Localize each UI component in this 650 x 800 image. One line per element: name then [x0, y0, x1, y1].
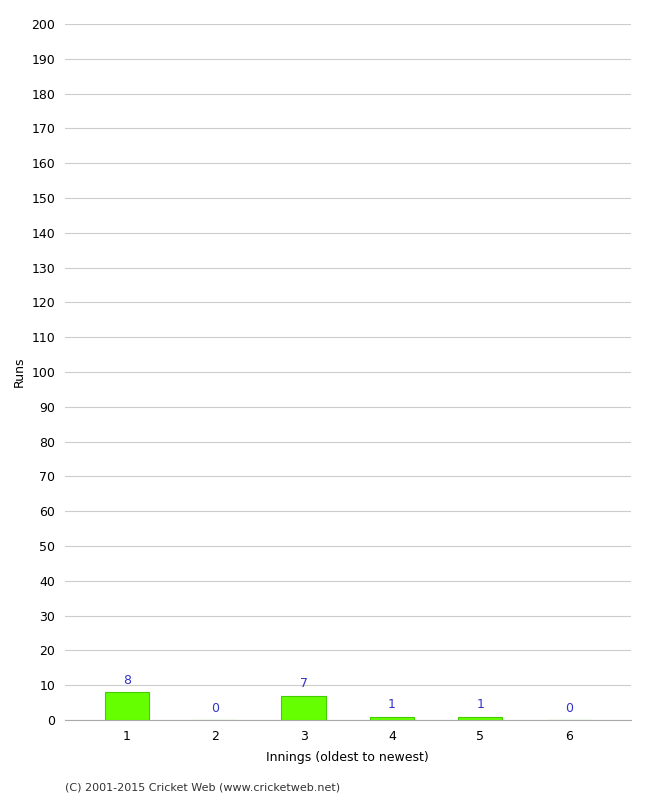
Bar — [370, 717, 414, 720]
Bar — [281, 696, 326, 720]
Y-axis label: Runs: Runs — [13, 357, 26, 387]
Text: 7: 7 — [300, 678, 307, 690]
Text: 8: 8 — [123, 674, 131, 687]
Bar — [458, 717, 502, 720]
Text: 0: 0 — [565, 702, 573, 714]
Bar — [105, 692, 149, 720]
Text: 1: 1 — [476, 698, 484, 711]
Text: 1: 1 — [388, 698, 396, 711]
X-axis label: Innings (oldest to newest): Innings (oldest to newest) — [266, 751, 429, 764]
Text: 0: 0 — [211, 702, 219, 714]
Text: (C) 2001-2015 Cricket Web (www.cricketweb.net): (C) 2001-2015 Cricket Web (www.cricketwe… — [65, 782, 340, 792]
